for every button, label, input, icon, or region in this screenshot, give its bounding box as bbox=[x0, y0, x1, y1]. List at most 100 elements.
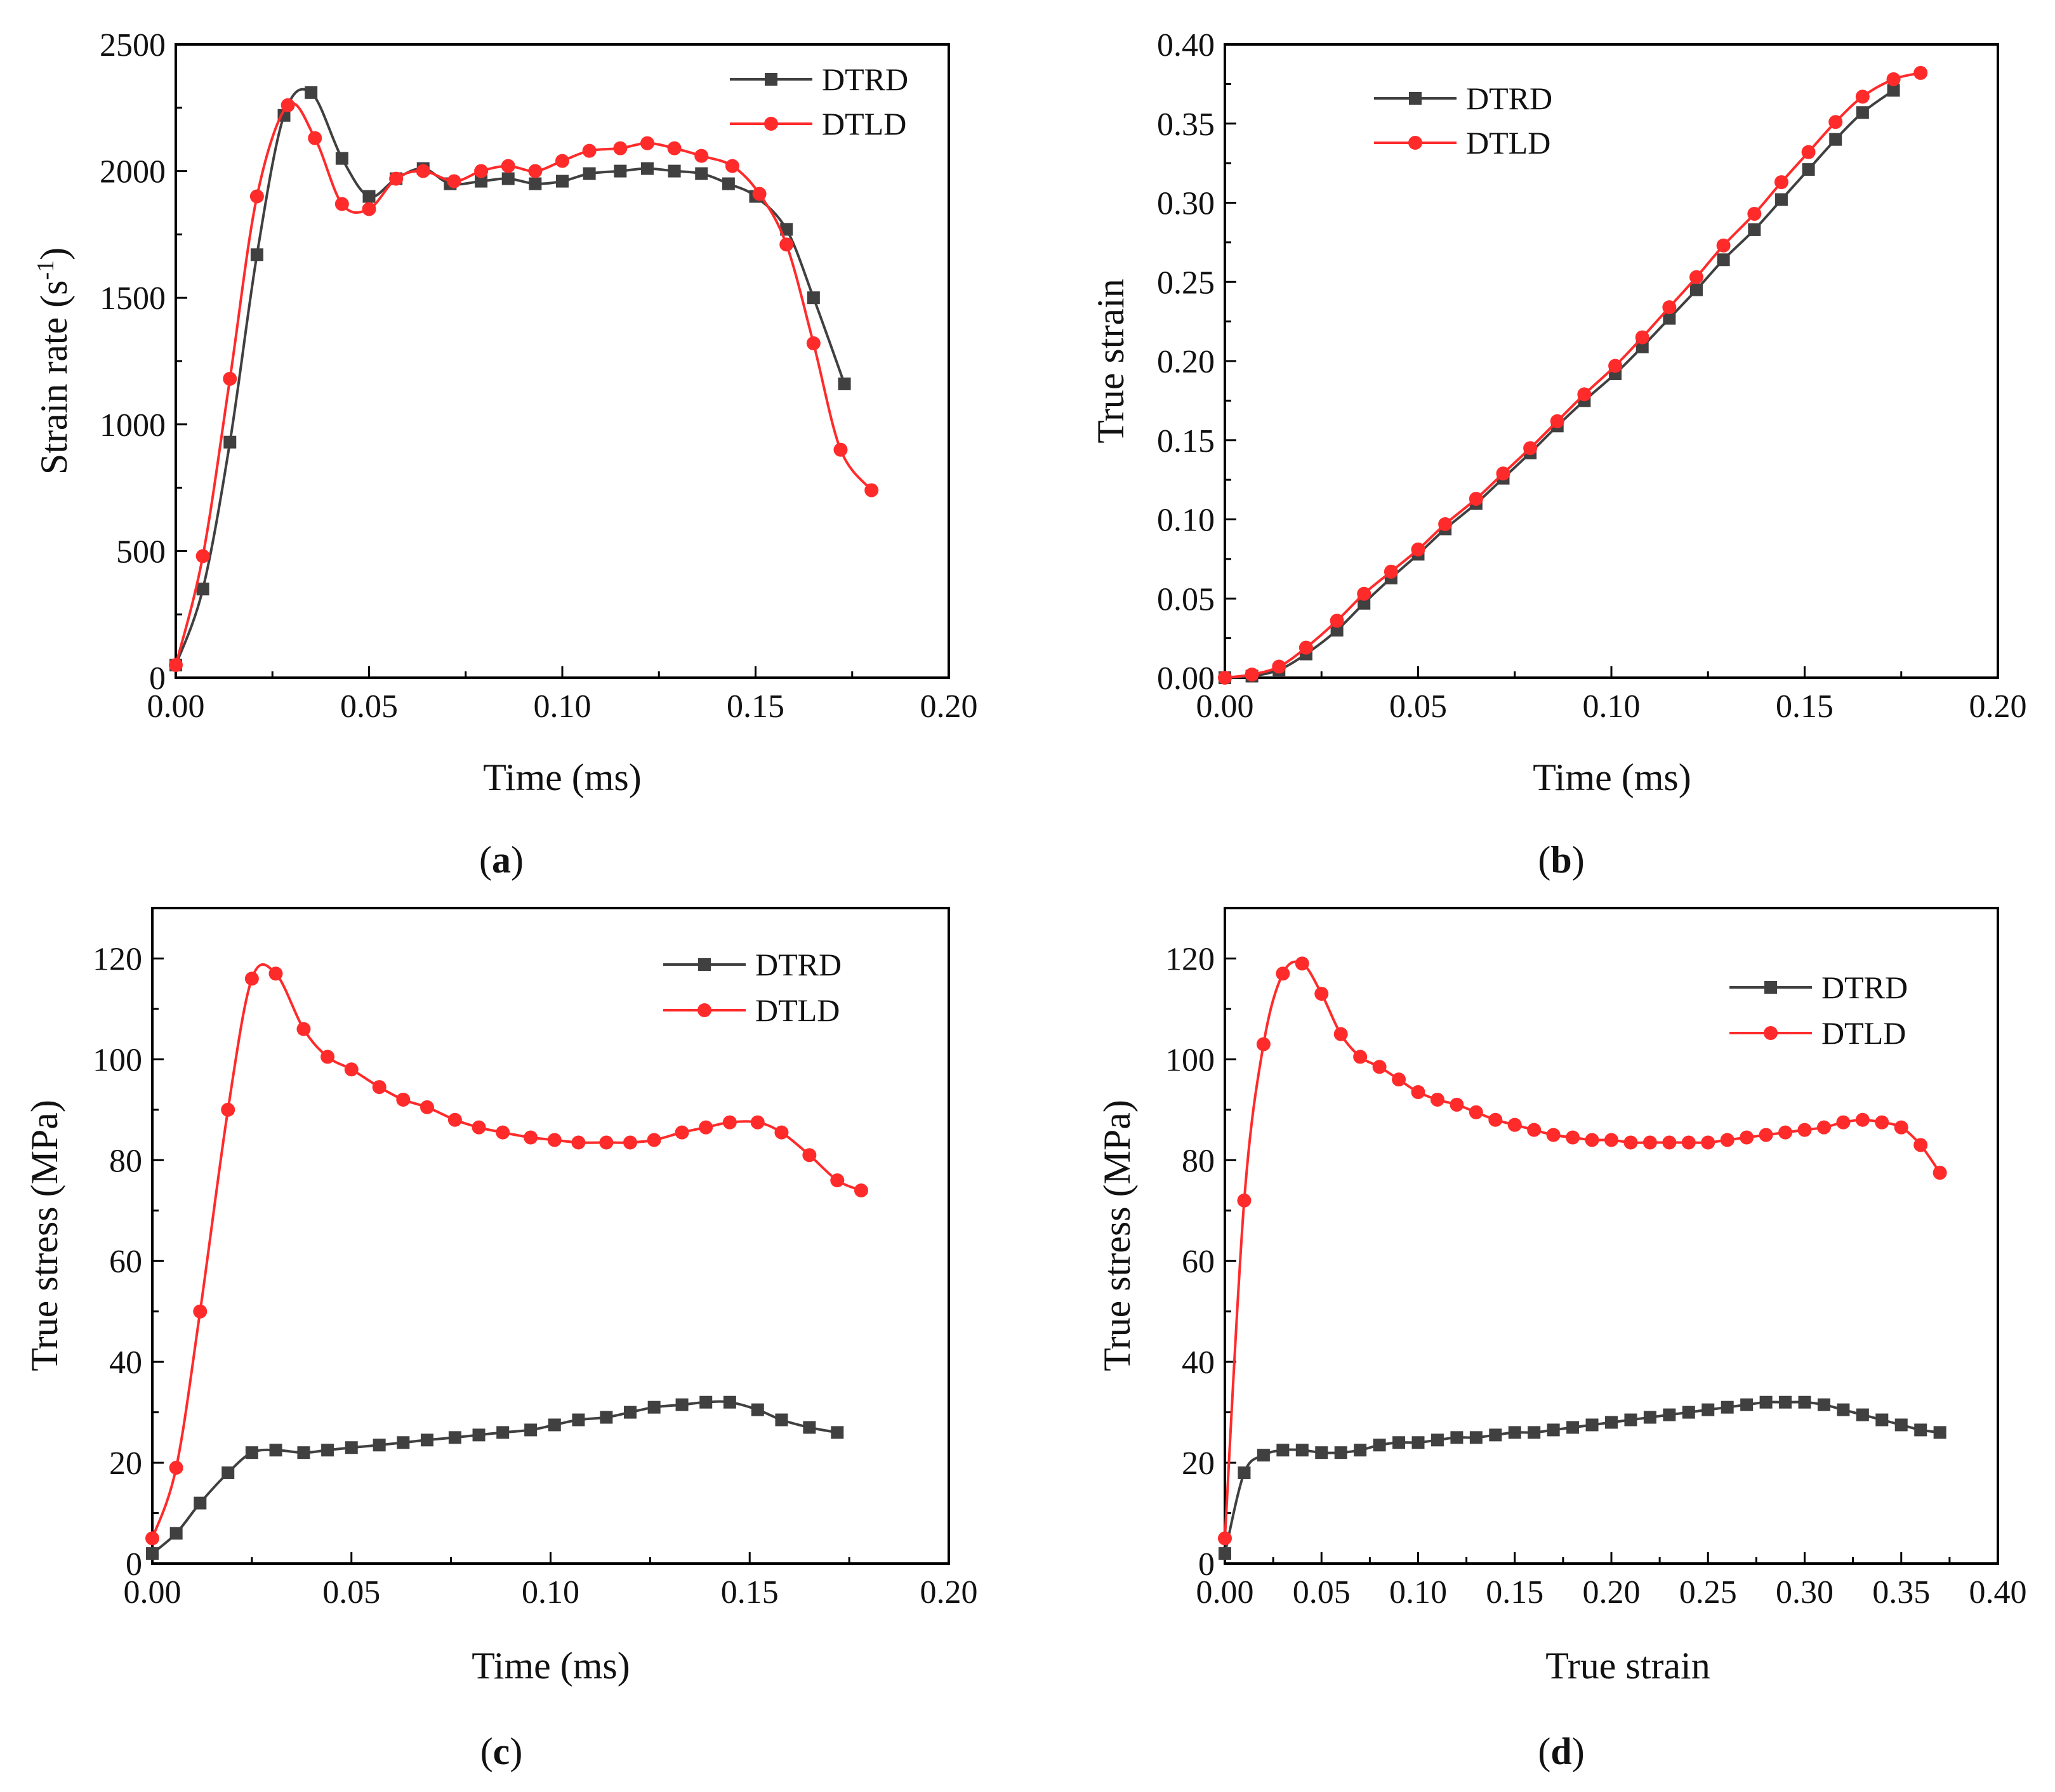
data-point bbox=[269, 1444, 282, 1457]
data-point bbox=[1913, 1138, 1928, 1152]
series-dtld bbox=[1218, 65, 1928, 685]
legend-label: DTLD bbox=[822, 106, 906, 142]
data-point bbox=[774, 1125, 789, 1140]
data-point bbox=[1721, 1400, 1734, 1414]
series-line-dtrd bbox=[151, 1400, 838, 1555]
y-axis-title-main: Strain rate (s bbox=[33, 280, 75, 475]
series-dtld bbox=[145, 963, 868, 1546]
data-point bbox=[750, 1115, 765, 1130]
data-point bbox=[297, 1446, 310, 1459]
data-point bbox=[694, 148, 709, 163]
x-tick-label: 0.20 bbox=[920, 688, 978, 725]
data-point bbox=[447, 1112, 462, 1127]
series-line-dtld bbox=[175, 102, 873, 666]
x-tick-label: 0.15 bbox=[727, 688, 784, 725]
data-point bbox=[1527, 1123, 1542, 1137]
data-point bbox=[722, 1115, 737, 1130]
tick-marks bbox=[1224, 43, 1999, 679]
x-tick-label: 0.00 bbox=[124, 1574, 182, 1611]
panel-a: 0.00 0.05 0.10 0.15 0.20 0 500 1000 1500 2000 250… bbox=[32, 27, 978, 881]
data-point bbox=[647, 1133, 661, 1147]
data-point bbox=[1392, 1436, 1406, 1449]
data-point bbox=[1357, 586, 1371, 601]
data-point bbox=[1523, 441, 1538, 456]
legend: DTRD DTLD bbox=[730, 62, 908, 142]
panel-letter: b bbox=[1550, 839, 1571, 881]
data-point bbox=[1837, 1403, 1850, 1416]
data-point bbox=[529, 177, 542, 190]
data-point bbox=[1489, 1428, 1502, 1442]
data-point bbox=[1546, 1128, 1561, 1142]
data-point bbox=[1748, 223, 1761, 236]
legend-marker bbox=[1408, 136, 1422, 150]
data-point bbox=[1740, 1130, 1754, 1145]
y-tick-label: 0 bbox=[149, 661, 166, 697]
y-axis-title-sup: -1 bbox=[32, 260, 59, 280]
x-axis-title: Time (ms) bbox=[472, 1645, 630, 1687]
data-point bbox=[1662, 300, 1677, 315]
data-point bbox=[496, 1426, 510, 1439]
x-tick-label: 0.20 bbox=[920, 1574, 978, 1611]
data-point bbox=[1875, 1413, 1889, 1426]
data-point bbox=[524, 1130, 538, 1145]
data-point bbox=[1716, 238, 1731, 253]
y-tick-label: 40 bbox=[109, 1345, 142, 1381]
legend-label: DTRD bbox=[755, 947, 842, 982]
data-point bbox=[1314, 987, 1329, 1001]
data-point bbox=[250, 248, 263, 261]
y-tick-label: 0.15 bbox=[1157, 423, 1215, 459]
y-tick-label: 60 bbox=[109, 1244, 142, 1280]
data-point bbox=[1550, 414, 1564, 428]
data-point bbox=[1894, 1418, 1908, 1432]
y-tick-label: 0.10 bbox=[1157, 503, 1215, 539]
data-point bbox=[1566, 1421, 1580, 1434]
data-point bbox=[373, 1439, 386, 1452]
data-point bbox=[1496, 466, 1510, 481]
x-axis-title: Time (ms) bbox=[1533, 756, 1691, 798]
data-point bbox=[193, 1304, 208, 1319]
x-tick-label: 0.00 bbox=[1196, 1574, 1254, 1611]
data-point bbox=[1411, 542, 1425, 557]
data-point bbox=[806, 336, 821, 351]
data-point bbox=[864, 483, 879, 497]
data-point bbox=[448, 1431, 461, 1444]
panel-letter: d bbox=[1550, 1730, 1571, 1772]
x-tick-label: 0.25 bbox=[1679, 1574, 1737, 1611]
data-point bbox=[1779, 1395, 1792, 1409]
data-point bbox=[1411, 1436, 1425, 1449]
data-point bbox=[1605, 1416, 1618, 1429]
data-point bbox=[1829, 133, 1842, 146]
legend-entry-dtrd: DTRD bbox=[663, 947, 842, 982]
data-point bbox=[268, 966, 283, 981]
data-point bbox=[1894, 1120, 1908, 1135]
data-point bbox=[1585, 1418, 1599, 1432]
y-tick-label: 2500 bbox=[100, 27, 166, 63]
data-point bbox=[1431, 1433, 1444, 1447]
data-point bbox=[1547, 1423, 1560, 1437]
data-point bbox=[1759, 1128, 1773, 1142]
panel-letter: a bbox=[492, 839, 511, 881]
data-point bbox=[838, 377, 851, 390]
x-tick-label: 0.15 bbox=[1486, 1574, 1543, 1611]
data-point bbox=[362, 190, 376, 203]
data-point bbox=[1682, 1406, 1695, 1419]
data-point bbox=[1914, 1423, 1927, 1437]
data-point bbox=[1774, 193, 1788, 206]
data-point bbox=[396, 1092, 411, 1107]
y-tick-label: 120 bbox=[1165, 941, 1215, 977]
legend: DTRD DTLD bbox=[663, 947, 842, 1028]
data-point bbox=[501, 159, 515, 173]
legend: DTRD DTLD bbox=[1729, 970, 1908, 1051]
data-point bbox=[1257, 1449, 1270, 1462]
data-point bbox=[1933, 1166, 1947, 1180]
data-point bbox=[245, 1446, 258, 1459]
data-point bbox=[613, 141, 628, 155]
tick-marks bbox=[151, 957, 950, 1565]
x-tick-label: 0.05 bbox=[340, 688, 398, 725]
legend-label: DTRD bbox=[822, 62, 908, 97]
data-point bbox=[1298, 640, 1313, 655]
data-point bbox=[583, 167, 596, 180]
y-tick-label: 0.05 bbox=[1157, 581, 1215, 617]
data-point bbox=[1566, 1130, 1580, 1145]
panel-label: (c) bbox=[480, 1730, 523, 1772]
